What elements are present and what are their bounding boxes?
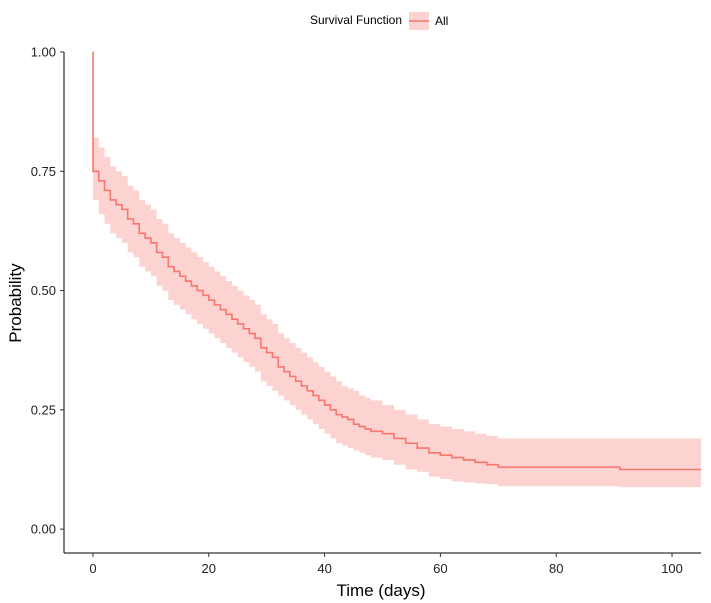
y-axis-title: Probability [6, 263, 25, 343]
y-tick-label: 0.25 [31, 402, 56, 417]
y-tick-label: 1.00 [31, 45, 56, 60]
x-tick-label: 20 [202, 561, 216, 576]
x-tick-label: 100 [661, 561, 683, 576]
legend: Survival Function All [310, 12, 448, 30]
y-ticks: 0.00 0.25 0.50 0.75 1.00 [31, 45, 64, 537]
x-tick-label: 80 [549, 561, 563, 576]
x-tick-label: 40 [317, 561, 331, 576]
x-ticks: 0 20 40 60 80 100 [89, 553, 683, 576]
x-tick-label: 0 [89, 561, 96, 576]
legend-title: Survival Function [310, 13, 402, 27]
legend-entry-all: All [435, 14, 448, 28]
y-tick-label: 0.00 [31, 522, 56, 537]
x-tick-label: 60 [433, 561, 447, 576]
confidence-band [92, 52, 702, 488]
x-axis-title: Time (days) [336, 581, 425, 600]
survival-curve [92, 51, 701, 471]
y-tick-label: 0.50 [31, 283, 56, 298]
y-tick-label: 0.75 [31, 164, 56, 179]
